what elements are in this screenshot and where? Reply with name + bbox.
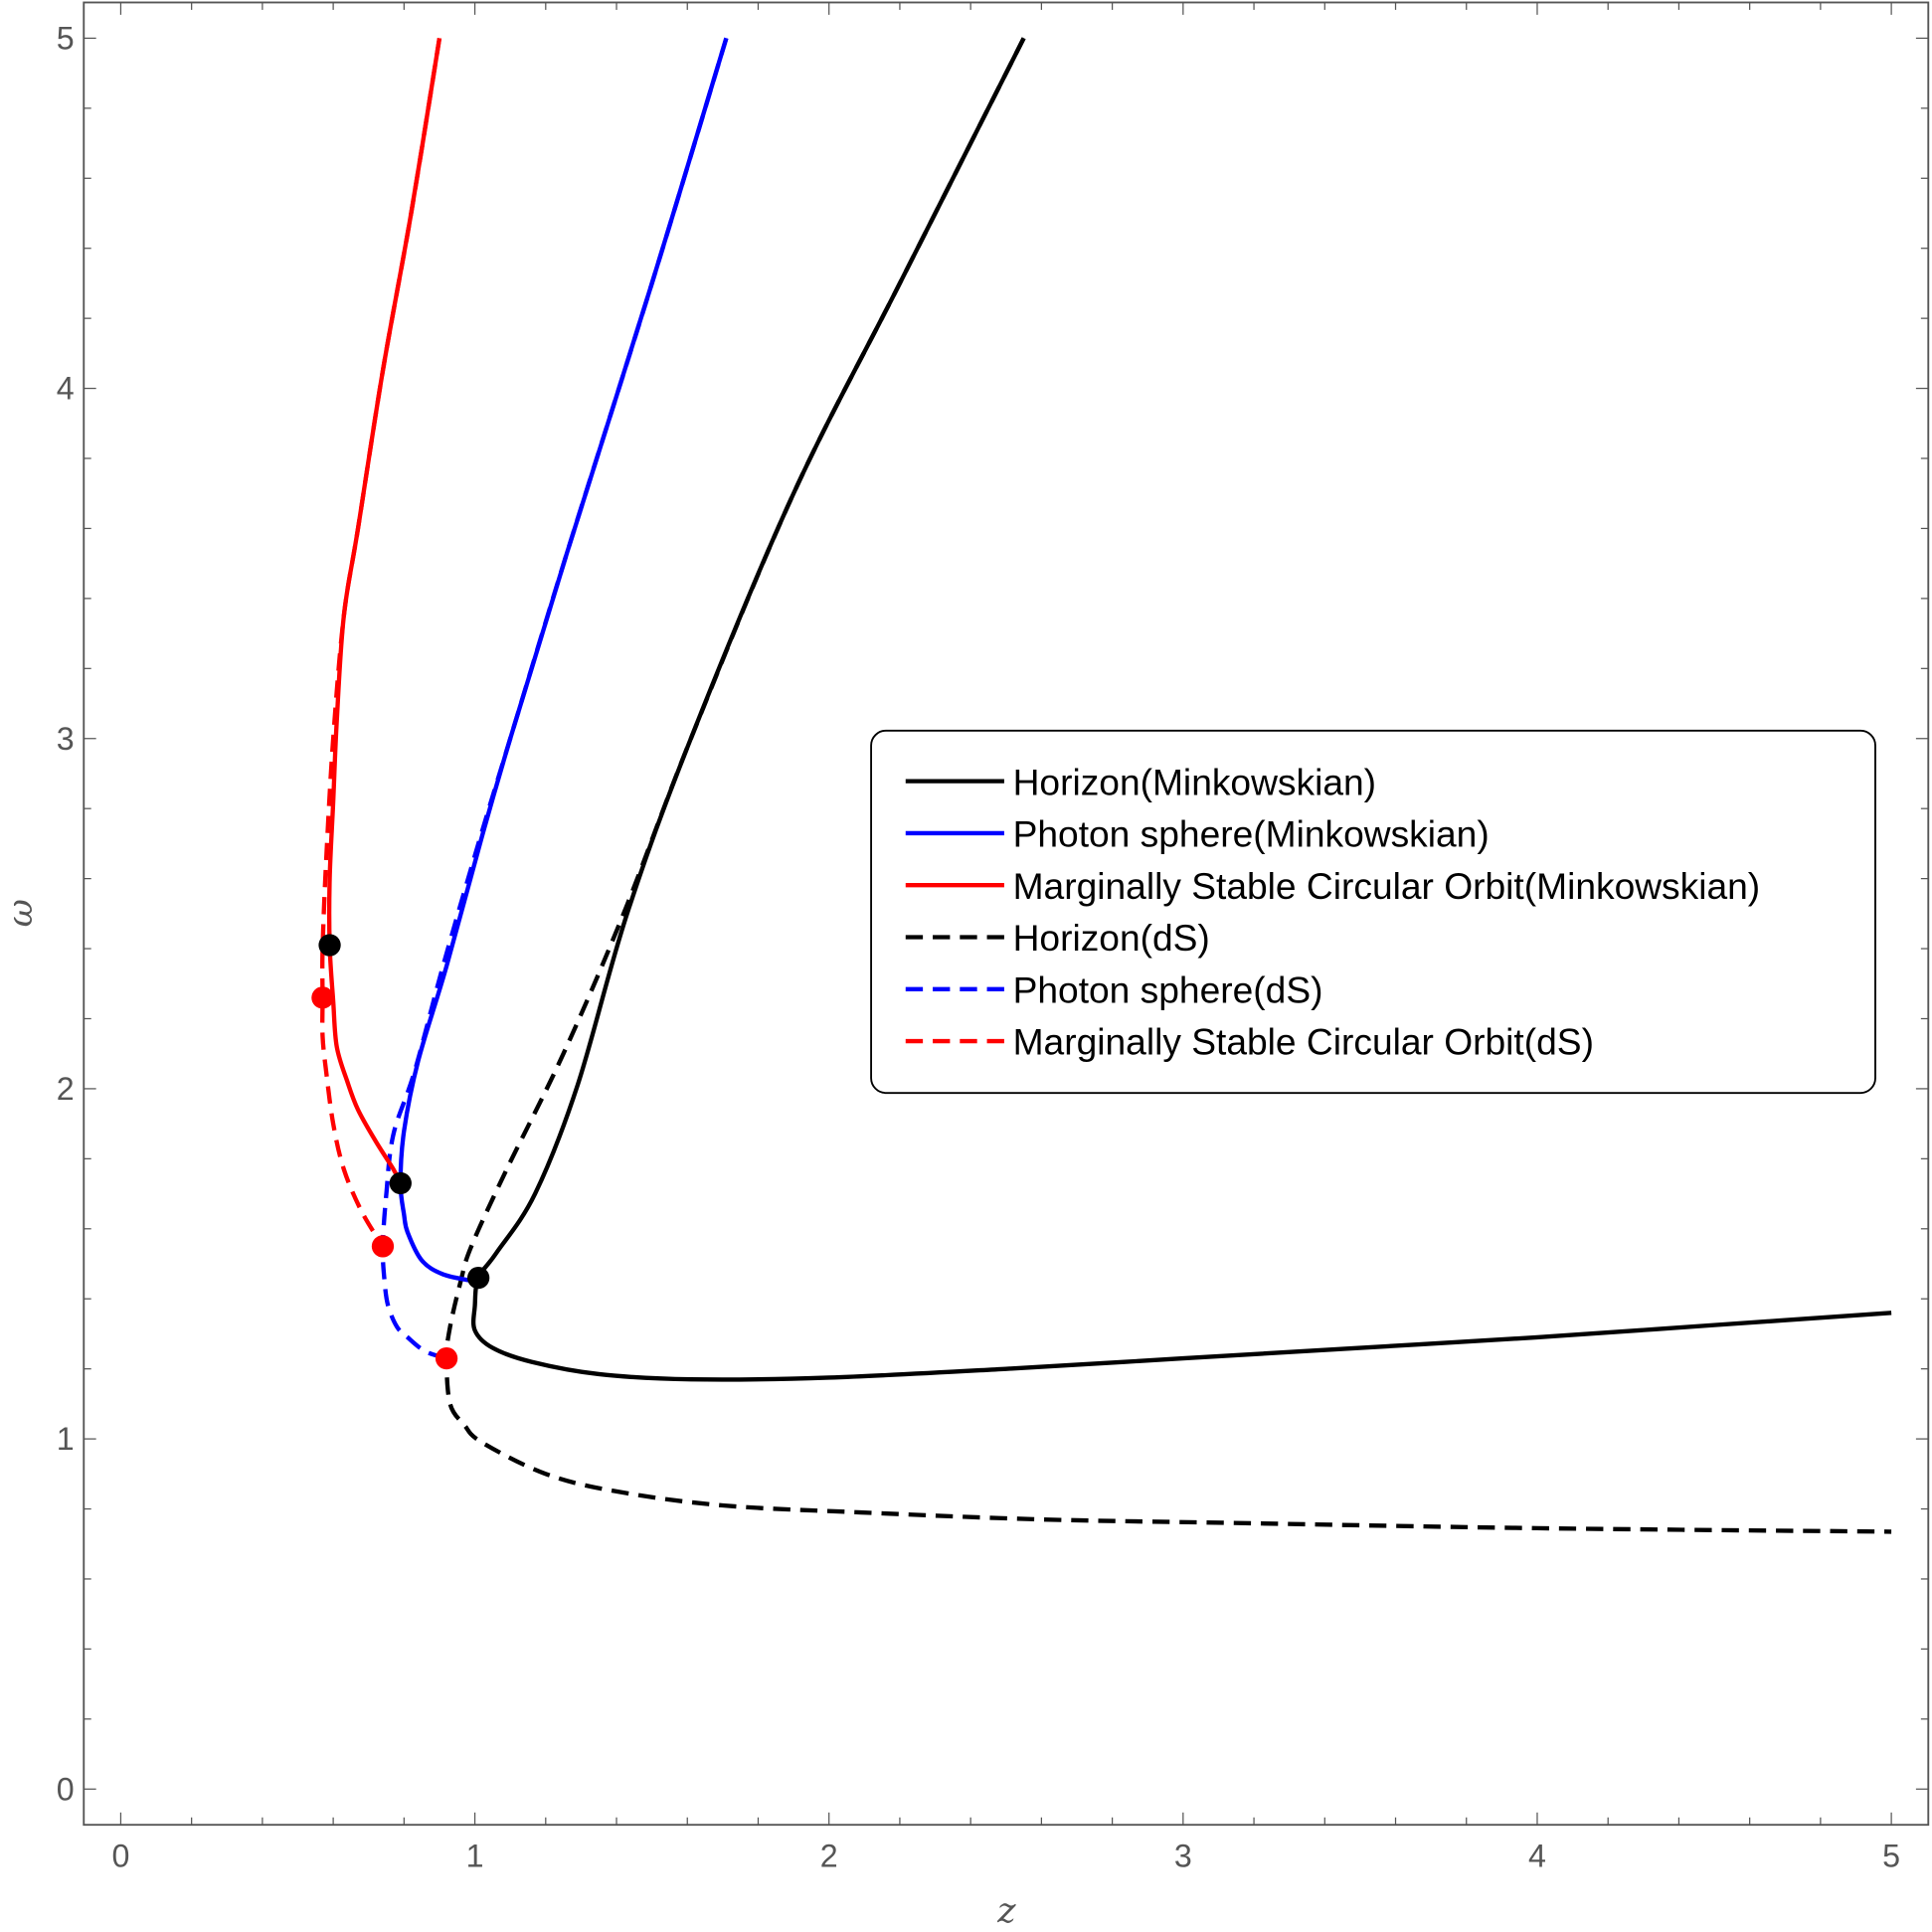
y-tick-label: 5 (57, 21, 75, 57)
series-photon-sphere-ds (380, 37, 729, 1361)
x-tick-label: 0 (111, 1838, 129, 1873)
series-horizon-minkowskian (470, 37, 1892, 1382)
data-point-marker (435, 1346, 458, 1370)
x-tick-label: 3 (1174, 1838, 1192, 1873)
data-point-marker (311, 986, 334, 1009)
y-tick-label: 2 (57, 1071, 75, 1107)
legend-entry: Horizon(Minkowskian) (1013, 761, 1376, 802)
legend-entry: Photon sphere(dS) (1013, 968, 1323, 1010)
y-tick-label: 4 (57, 371, 75, 407)
legend-entry: Marginally Stable Circular Orbit(dS) (1013, 1021, 1594, 1063)
x-tick-label: 4 (1528, 1838, 1546, 1873)
y-tick-label: 1 (57, 1421, 75, 1457)
series-photon-sphere-minkowskian (398, 37, 729, 1284)
x-axis-label: z (996, 1891, 1016, 1931)
x-tick-label: 5 (1882, 1838, 1900, 1873)
legend-entry: Marginally Stable Circular Orbit(Minkows… (1013, 865, 1761, 907)
legend-box (870, 729, 1876, 1095)
data-point-marker (371, 1235, 395, 1258)
legend: Horizon(Minkowskian) Photon sphere(Minkow… (870, 729, 1876, 1095)
data-point-marker (318, 934, 341, 957)
y-axis-label: ω (1, 899, 41, 927)
x-tick-label: 2 (820, 1838, 838, 1873)
y-tick-label: 0 (57, 1771, 75, 1807)
x-tick-label: 1 (466, 1838, 484, 1873)
data-point-marker (466, 1266, 490, 1290)
legend-entry: Photon sphere(Minkowskian) (1013, 813, 1490, 855)
data-point-marker (389, 1171, 412, 1195)
y-tick-label: 3 (57, 721, 75, 757)
legend-entry: Horizon(dS) (1013, 917, 1210, 959)
plot-frame (83, 1, 1930, 1827)
series-marginally-stable-circular-orbit-minkowskian (326, 38, 442, 1184)
